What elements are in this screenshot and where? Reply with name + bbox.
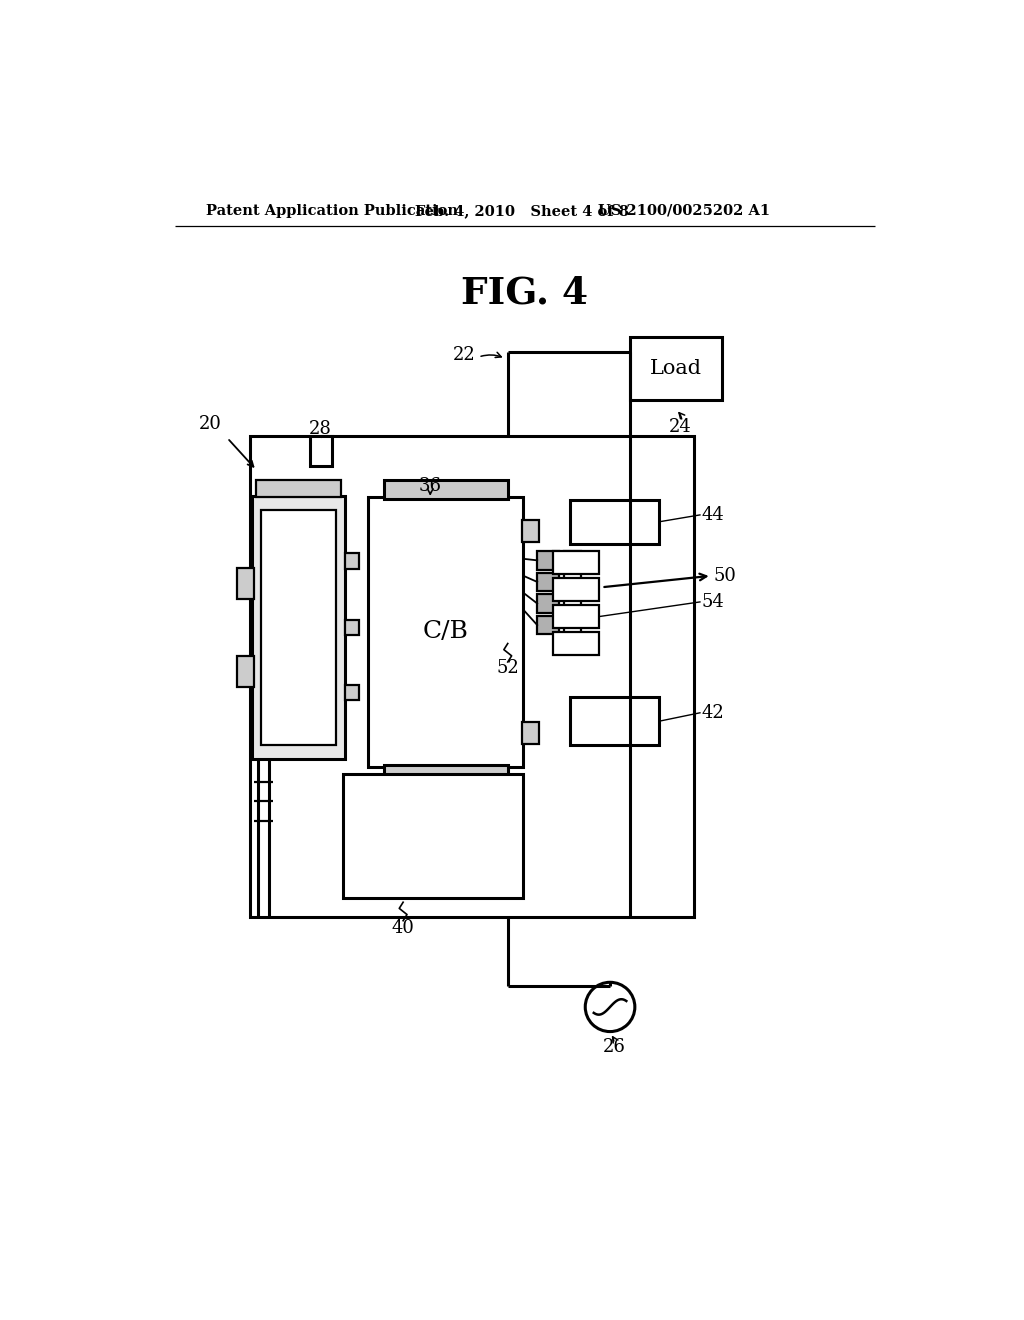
Bar xyxy=(345,619,359,635)
Bar xyxy=(256,480,341,498)
Bar xyxy=(569,499,658,544)
Bar xyxy=(384,766,508,784)
Bar xyxy=(237,656,254,686)
Bar xyxy=(538,552,559,570)
Bar xyxy=(251,436,693,917)
Bar xyxy=(569,697,658,744)
Bar xyxy=(521,520,539,543)
Text: Feb. 4, 2010   Sheet 4 of 8: Feb. 4, 2010 Sheet 4 of 8 xyxy=(415,203,629,218)
Bar xyxy=(553,632,599,655)
Bar xyxy=(252,496,345,759)
Bar xyxy=(237,568,254,599)
Bar xyxy=(310,436,332,466)
Bar xyxy=(563,594,581,612)
Text: 36: 36 xyxy=(419,477,441,495)
Bar xyxy=(553,605,599,628)
Text: 26: 26 xyxy=(602,1038,626,1056)
Bar xyxy=(369,498,523,767)
Bar xyxy=(384,480,508,499)
Text: 50: 50 xyxy=(713,566,736,585)
Bar xyxy=(553,578,599,601)
Text: Patent Application Publication: Patent Application Publication xyxy=(206,203,458,218)
Text: Load: Load xyxy=(650,359,701,378)
Text: 24: 24 xyxy=(669,418,691,436)
Bar xyxy=(563,552,581,570)
Bar xyxy=(538,594,559,612)
Bar xyxy=(521,722,539,743)
Bar xyxy=(343,775,523,898)
Text: 44: 44 xyxy=(701,506,724,524)
Bar xyxy=(345,553,359,569)
Text: FIG. 4: FIG. 4 xyxy=(461,275,589,312)
Text: 54: 54 xyxy=(701,593,724,611)
Bar xyxy=(563,573,581,591)
Bar xyxy=(538,573,559,591)
Bar xyxy=(553,552,599,574)
Bar xyxy=(261,510,336,744)
Text: 40: 40 xyxy=(392,920,415,937)
Text: US 2100/0025202 A1: US 2100/0025202 A1 xyxy=(598,203,770,218)
Text: 52: 52 xyxy=(497,659,519,677)
Bar xyxy=(345,685,359,701)
Bar xyxy=(630,337,722,400)
Text: 42: 42 xyxy=(701,704,724,722)
Text: 22: 22 xyxy=(453,346,475,364)
Text: C/B: C/B xyxy=(423,620,469,643)
Text: 20: 20 xyxy=(200,414,222,433)
Text: 28: 28 xyxy=(309,421,332,438)
Bar xyxy=(538,615,559,635)
Bar xyxy=(563,615,581,635)
